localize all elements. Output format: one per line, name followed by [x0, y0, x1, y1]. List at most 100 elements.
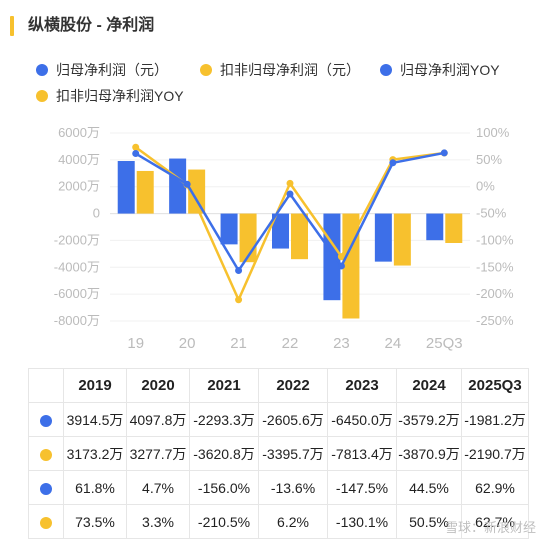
table-cell: -6450.0万: [327, 402, 397, 437]
table-cell: -147.5%: [327, 470, 397, 505]
x-tick-label: 20: [179, 335, 196, 352]
row-marker-cell: [28, 402, 64, 437]
table-header-cell: 2019: [63, 368, 127, 403]
table-cell: -3620.8万: [189, 436, 259, 471]
x-tick-label: 22: [282, 335, 299, 352]
legend-label: 扣非归母净利润YOY: [56, 88, 184, 104]
data-table: 2019 2020 2021 2022 2023 2024 2025Q3 391…: [28, 368, 529, 539]
gridlines: [110, 132, 470, 322]
bar: [323, 213, 341, 301]
legend-swatch: [36, 90, 48, 102]
bar: [426, 213, 444, 241]
table-cell: 6.2%: [258, 504, 328, 539]
table-header-row: 2019 2020 2021 2022 2023 2024 2025Q3: [28, 368, 529, 403]
row-marker-dot: [40, 516, 52, 529]
bar: [291, 213, 308, 260]
table-row: 73.5% 3.3% -210.5% 6.2% -130.1% 50.5% 62.7%: [28, 504, 529, 539]
bar: [169, 158, 187, 214]
left-tick-label: 4000万: [58, 152, 100, 167]
line-point: [337, 253, 345, 261]
x-axis: 19 20 21 22 23 24 25Q3: [127, 335, 462, 352]
right-tick-label: -200%: [476, 286, 514, 301]
bar: [445, 213, 463, 243]
row-marker-cell: [28, 504, 64, 539]
title-accent-bar: [10, 16, 14, 36]
table-cell: -210.5%: [189, 504, 259, 539]
legend-item[interactable]: 归母净利润（元）: [36, 60, 168, 80]
right-tick-label: -100%: [476, 232, 514, 247]
line-point: [286, 179, 294, 187]
table-cell: -1981.2万: [461, 402, 529, 437]
left-tick-label: -2000万: [54, 232, 100, 247]
table-header-cell: 2020: [126, 368, 190, 403]
table-cell: -7813.4万: [327, 436, 397, 471]
table-cell: 4097.8万: [126, 402, 190, 437]
row-marker-dot: [40, 414, 52, 427]
table-header-cell: 2025Q3: [461, 368, 529, 403]
table-header-cell: 2024: [396, 368, 462, 403]
table-cell: 44.5%: [396, 470, 462, 505]
lines: [132, 143, 448, 304]
line-point: [389, 159, 397, 167]
legend-swatch: [200, 64, 212, 76]
table-cell: 4.7%: [126, 470, 190, 505]
table-cell: -2293.3万: [189, 402, 259, 437]
table-cell: -3395.7万: [258, 436, 328, 471]
table-header-cell: 2022: [258, 368, 328, 403]
x-tick-label: 21: [230, 335, 247, 352]
x-tick-label: 19: [127, 335, 144, 352]
left-tick-label: -6000万: [54, 286, 100, 301]
left-tick-label: -4000万: [54, 259, 100, 274]
table-cell: 3277.7万: [126, 436, 190, 471]
line-point: [337, 262, 345, 270]
bar: [220, 213, 238, 245]
legend-swatch: [36, 64, 48, 76]
bar: [374, 213, 392, 262]
table-header-cell: 2021: [189, 368, 259, 403]
legend-item[interactable]: 扣非归母净利润YOY: [36, 86, 184, 106]
row-marker-dot: [40, 482, 52, 495]
bar: [188, 169, 206, 214]
line-point: [132, 150, 140, 158]
legend-item[interactable]: 扣非归母净利润（元）: [200, 60, 360, 80]
right-tick-label: 100%: [476, 125, 510, 140]
legend-label: 扣非归母净利润（元）: [220, 62, 360, 78]
table-cell: 73.5%: [63, 504, 127, 539]
table-cell: -13.6%: [258, 470, 328, 505]
right-tick-label: -250%: [476, 313, 514, 328]
watermark: 雪球：新浪财经: [444, 520, 536, 535]
table-cell: -2190.7万: [461, 436, 529, 471]
line-point: [235, 267, 243, 275]
left-tick-label: 2000万: [58, 179, 100, 194]
right-tick-label: -50%: [476, 206, 507, 221]
right-tick-label: 50%: [476, 152, 502, 167]
table-row: 61.8% 4.7% -156.0% -13.6% -147.5% 44.5% 62.9%: [28, 470, 529, 505]
table-corner-cell: [28, 368, 64, 403]
legend-swatch: [380, 64, 392, 76]
legend-label: 归母净利润YOY: [400, 62, 500, 78]
x-tick-label: 25Q3: [426, 335, 463, 352]
bar: [272, 213, 289, 249]
x-tick-label: 24: [385, 335, 402, 352]
row-marker-cell: [28, 436, 64, 471]
table-row: 3173.2万 3277.7万 -3620.8万 -3395.7万 -7813.4万 -3…: [28, 436, 529, 471]
right-y-axis: 100% 50% 0% -50% -100% -150% -200% -250%: [476, 125, 514, 328]
x-tick-label: 23: [333, 335, 350, 352]
row-marker-cell: [28, 470, 64, 505]
bar: [136, 170, 154, 214]
left-tick-label: 6000万: [58, 125, 100, 140]
table-row: 3914.5万 4097.8万 -2293.3万 -2605.6万 -6450.0万 -3…: [28, 402, 529, 437]
left-tick-label: -8000万: [54, 313, 100, 328]
left-y-axis: 6000万 4000万 2000万 0 -2000万 -4000万 -6000万 -8000万: [54, 125, 100, 328]
line-point: [132, 143, 140, 151]
line-point: [440, 149, 448, 157]
bar: [393, 213, 411, 266]
table-cell: -156.0%: [189, 470, 259, 505]
legend-item[interactable]: 归母净利润YOY: [380, 60, 500, 80]
table-cell: 62.7%: [461, 504, 529, 539]
combo-chart: 6000万 4000万 2000万 0 -2000万 -4000万 -6000万 -8000万…: [54, 125, 514, 352]
table-cell: -2605.6万: [258, 402, 328, 437]
line-point: [235, 296, 243, 304]
bar: [117, 161, 135, 214]
table-cell: 3.3%: [126, 504, 190, 539]
